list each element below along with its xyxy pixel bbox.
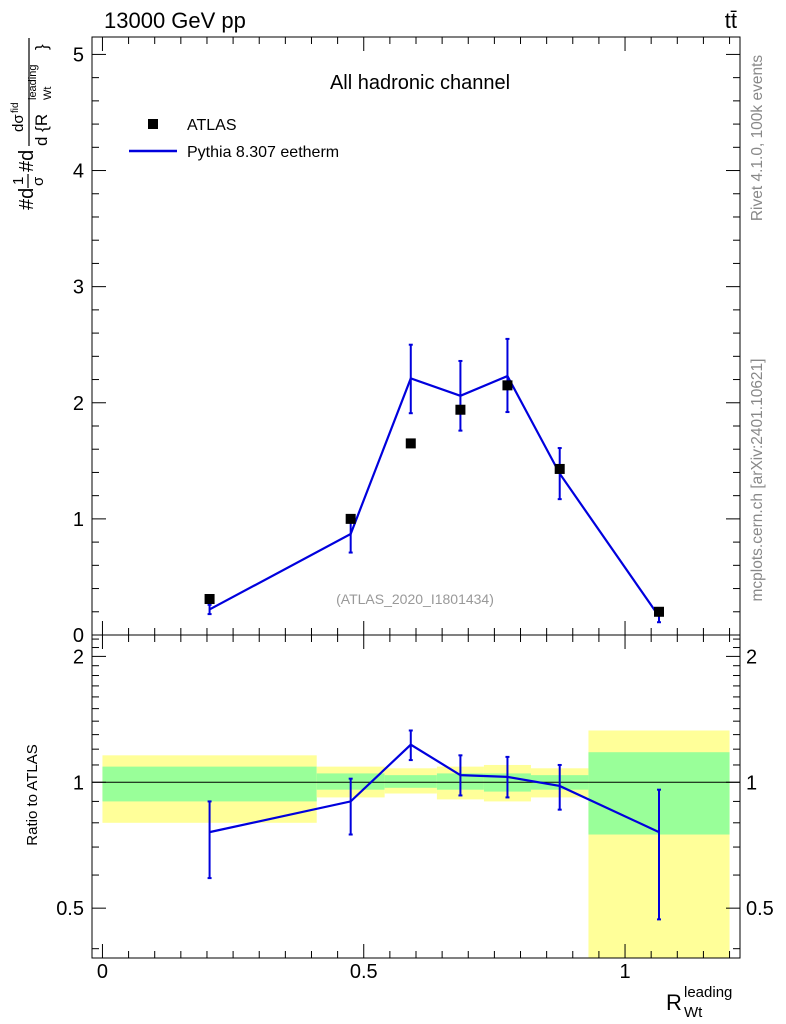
atlas-point	[502, 380, 513, 391]
atlas-point	[345, 513, 356, 524]
ratio-bands-layer	[102, 730, 730, 958]
main-axes: 0 1 2 3 4 5	[73, 36, 741, 647]
ratio-ytick-label-right: 2	[746, 646, 757, 668]
ylabel-d2: #d	[16, 150, 38, 172]
ratio-band-green	[384, 775, 437, 788]
atlas-point	[654, 606, 664, 617]
ratio-ylabel: Ratio to ATLAS	[24, 744, 41, 845]
atlas-point	[204, 594, 215, 605]
ratio-panel: 0.5 0.5 1 1 2 2 0 0.5 1 Ratio to ATLAS	[24, 634, 774, 983]
ratio-ytick-label-left: 0.5	[56, 898, 84, 920]
ylabel-den-sub: Wt	[42, 87, 54, 100]
main-series-layer	[204, 337, 664, 624]
atlas-point	[455, 404, 466, 415]
pythia-line	[209, 374, 660, 618]
collision-label: 13000 GeV pp	[104, 8, 246, 33]
main-ytick-label: 5	[73, 44, 84, 66]
main-title: All hadronic channel	[330, 72, 510, 94]
main-ytick-label: 2	[73, 393, 84, 415]
ylabel-sigma-sup: fid	[10, 102, 21, 113]
process-label: tt̄	[725, 8, 737, 33]
legend-atlas-marker	[148, 119, 158, 129]
main-ytick-label: 3	[73, 277, 84, 299]
xlabel-sup: leading	[684, 984, 732, 1001]
xtick-label: 0	[97, 961, 108, 983]
xtick-label: 1	[619, 961, 630, 983]
main-ylabel: #d 1 σ #d dσ fid d {R leading Wt }	[10, 38, 54, 210]
ylabel-dsigma: dσ	[10, 114, 27, 132]
ratio-ytick-label-right: 1	[746, 772, 757, 794]
atlas-point	[554, 463, 565, 474]
rivet-label: Rivet 4.1.0, 100k events	[749, 55, 766, 222]
ylabel-den-close: }	[32, 44, 51, 50]
ratio-band-green	[102, 766, 317, 802]
ratio-ytick-label-left: 2	[73, 646, 84, 668]
ratio-series-layer	[207, 729, 661, 921]
legend-pythia-label: Pythia 8.307 eetherm	[187, 144, 339, 161]
atlas-point	[405, 438, 416, 449]
ylabel-den-d: d {R	[32, 114, 51, 146]
ylabel-frac-den: σ	[30, 176, 47, 186]
ratio-axes: 0.5 0.5 1 1 2 2 0 0.5 1	[56, 634, 774, 983]
ylabel-d1: #d	[16, 188, 38, 210]
legend-atlas-label: ATLAS	[187, 117, 237, 134]
ratio-ytick-label-right: 0.5	[746, 898, 774, 920]
xlabel-base: R	[666, 990, 682, 1015]
xlabel-sub: Wt	[684, 1004, 703, 1021]
main-ytick-label: 4	[73, 161, 84, 183]
ylabel-den-sup: leading	[27, 65, 39, 100]
main-ytick-label: 0	[73, 625, 84, 647]
xlabel: R leading Wt	[666, 984, 732, 1021]
legend: ATLAS Pythia 8.307 eetherm	[129, 117, 339, 161]
ylabel-frac-num: 1	[10, 177, 27, 185]
xtick-label: 0.5	[350, 961, 378, 983]
ratio-ytick-label-left: 1	[73, 772, 84, 794]
main-panel: 0 1 2 3 4 5 All hadronic channel (ATLAS_2020_…	[10, 36, 741, 647]
watermark: (ATLAS_2020_I1801434)	[336, 591, 494, 607]
mcplots-label: mcplots.cern.ch [arXiv:2401.10621]	[749, 359, 766, 602]
main-ytick-label: 1	[73, 509, 84, 531]
